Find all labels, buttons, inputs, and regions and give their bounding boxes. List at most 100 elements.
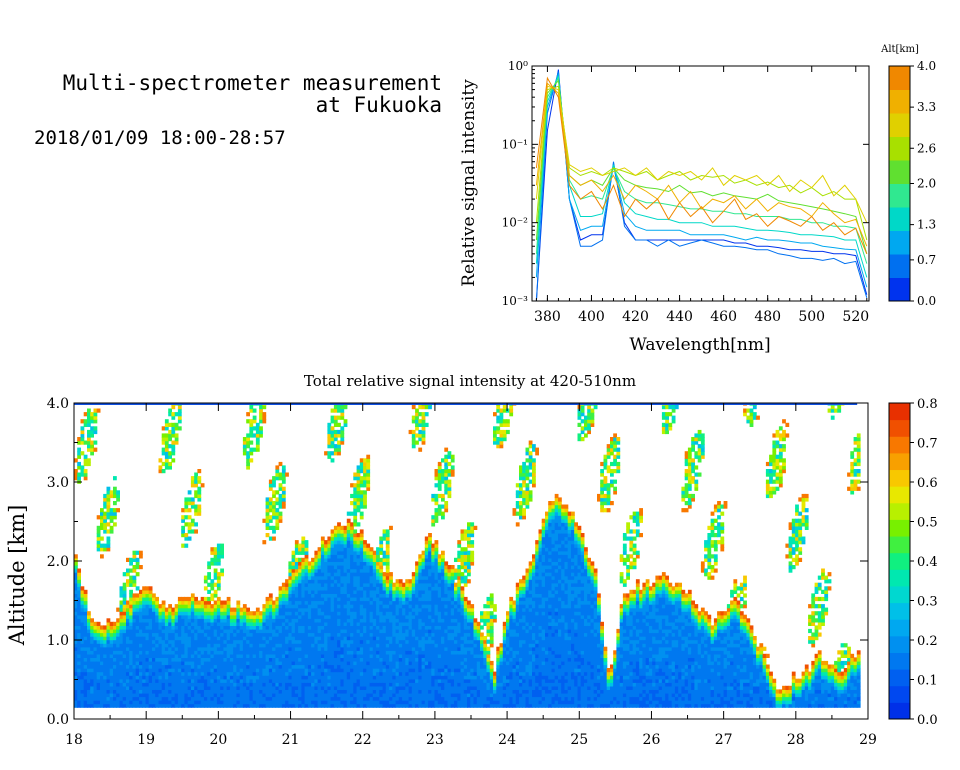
heatmap-cell bbox=[83, 700, 88, 705]
heatmap-cell bbox=[129, 593, 133, 598]
heatmap-cell bbox=[259, 636, 263, 641]
heatmap-cell bbox=[298, 685, 302, 690]
heatmap-cell bbox=[415, 675, 419, 680]
heatmap-cell bbox=[74, 692, 78, 698]
heatmap-cell bbox=[171, 429, 176, 435]
heatmap-cell bbox=[418, 689, 423, 694]
heatmap-cell bbox=[398, 650, 403, 655]
heatmap-cell bbox=[291, 611, 296, 616]
heatmap-cell bbox=[109, 675, 114, 680]
heatmap-cell bbox=[158, 636, 163, 641]
heatmap-cell bbox=[385, 614, 390, 619]
heatmap-cell bbox=[200, 607, 205, 612]
heatmap-cell bbox=[126, 685, 130, 690]
heatmap-cell bbox=[272, 657, 276, 662]
heatmap-cell bbox=[369, 660, 374, 666]
heatmap-cell bbox=[421, 579, 426, 584]
heatmap-cell bbox=[353, 508, 358, 513]
heatmap-cell bbox=[265, 501, 270, 506]
heatmap-cell bbox=[259, 668, 263, 673]
heatmap-cell bbox=[418, 625, 423, 630]
heatmap-cell bbox=[171, 703, 176, 708]
heatmap-cell bbox=[369, 547, 374, 552]
heatmap-cell bbox=[359, 632, 364, 637]
heatmap-cell bbox=[174, 646, 179, 651]
heatmap-cell bbox=[132, 650, 137, 655]
heatmap-cell bbox=[164, 433, 169, 438]
heatmap-cell bbox=[129, 678, 133, 683]
heatmap-cell bbox=[148, 668, 153, 673]
heatmap-cell bbox=[428, 621, 432, 626]
heatmap-cell bbox=[210, 678, 215, 683]
heatmap-cell bbox=[314, 668, 319, 673]
heatmap-cell bbox=[402, 660, 406, 666]
heatmap-cell bbox=[100, 508, 104, 513]
heatmap-cell bbox=[421, 650, 426, 655]
heatmap-cell bbox=[226, 685, 231, 690]
heatmap-cell bbox=[346, 565, 351, 570]
heatmap-cell bbox=[229, 671, 234, 676]
heatmap-cell bbox=[327, 682, 332, 687]
heatmap-cell bbox=[437, 632, 442, 637]
heatmap-cell bbox=[100, 554, 104, 559]
spectrum-x-tick-label: 480 bbox=[754, 309, 781, 325]
heatmap-cell bbox=[272, 682, 276, 687]
heatmap-cell bbox=[213, 600, 218, 605]
heatmap-cell bbox=[194, 508, 198, 513]
heatmap-cell bbox=[434, 614, 439, 619]
heatmap-cell bbox=[291, 618, 296, 623]
heatmap-cell bbox=[139, 607, 143, 612]
heatmap-cell bbox=[109, 664, 114, 669]
heatmap-cell bbox=[434, 589, 439, 594]
heatmap-cell bbox=[168, 408, 172, 413]
heatmap-cell bbox=[324, 568, 328, 573]
heatmap-cell bbox=[288, 653, 293, 658]
heatmap-cell bbox=[392, 650, 397, 655]
heatmap-cell bbox=[291, 653, 296, 658]
heatmap-cell bbox=[122, 646, 127, 651]
heatmap-cell bbox=[187, 614, 192, 619]
heatmap-cell bbox=[174, 639, 179, 644]
heatmap-cell bbox=[210, 636, 215, 641]
heatmap-cell bbox=[161, 469, 166, 474]
heatmap-cell bbox=[340, 589, 345, 594]
heatmap-cell bbox=[83, 422, 88, 427]
heatmap-cell bbox=[177, 689, 182, 694]
heatmap-cell bbox=[265, 604, 270, 609]
heatmap-cell bbox=[74, 632, 78, 637]
heatmap-cell bbox=[207, 696, 211, 701]
heatmap-cell bbox=[106, 536, 111, 541]
heatmap-cell bbox=[213, 550, 218, 555]
heatmap-cell bbox=[233, 678, 237, 683]
heatmap-cell bbox=[437, 472, 442, 477]
heatmap-cell bbox=[119, 636, 124, 641]
heatmap-cell bbox=[385, 596, 390, 602]
heatmap-cell bbox=[307, 678, 312, 683]
heatmap-cell bbox=[90, 440, 94, 445]
heatmap-cell bbox=[246, 643, 250, 648]
heatmap-cell bbox=[152, 636, 156, 641]
heatmap-cell bbox=[83, 675, 88, 680]
heatmap-cell bbox=[239, 643, 244, 648]
heatmap-cell bbox=[242, 689, 247, 694]
heatmap-cell bbox=[408, 689, 413, 694]
heatmap-cell bbox=[402, 664, 406, 669]
heatmap-cell bbox=[437, 504, 442, 509]
heatmap-cell bbox=[343, 639, 348, 644]
heatmap-cell bbox=[155, 664, 159, 669]
heatmap-cell bbox=[385, 579, 390, 584]
heatmap-cell bbox=[259, 685, 263, 690]
heatmap-cell bbox=[197, 607, 202, 612]
heatmap-cell bbox=[181, 607, 185, 612]
heatmap-cell bbox=[337, 607, 341, 612]
heatmap-cell bbox=[298, 621, 302, 626]
heatmap-cell bbox=[437, 696, 442, 701]
heatmap-cell bbox=[80, 692, 85, 698]
heatmap-cell bbox=[262, 682, 267, 687]
heatmap-cell bbox=[376, 643, 380, 648]
heatmap-cell bbox=[90, 415, 94, 420]
heatmap-cell bbox=[398, 586, 403, 591]
heatmap-cell bbox=[350, 700, 354, 705]
heatmap-cell bbox=[301, 685, 306, 690]
heatmap-cell bbox=[87, 636, 91, 641]
